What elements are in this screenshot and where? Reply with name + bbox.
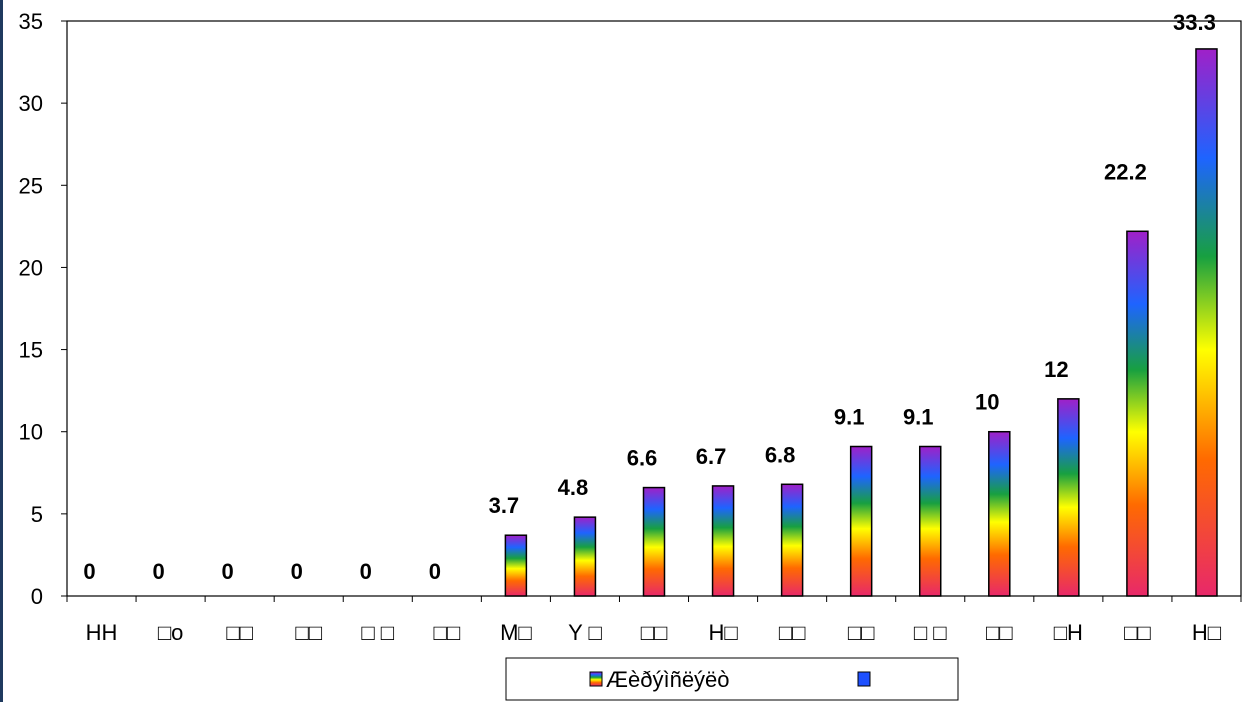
y-tick-label: 0 bbox=[31, 584, 43, 609]
bar-data-label: 6.8 bbox=[765, 442, 796, 467]
bar-data-label: 33.3 bbox=[1173, 10, 1216, 35]
legend: Æèðýìñëýëò bbox=[505, 657, 959, 701]
bar bbox=[1126, 230, 1149, 597]
x-category-label: H□ bbox=[1192, 620, 1221, 645]
y-tick-label: 35 bbox=[19, 9, 43, 34]
bar bbox=[1057, 398, 1080, 597]
bar-data-label: 0 bbox=[429, 559, 441, 584]
x-category-label: □□ bbox=[779, 620, 806, 645]
left-frame-edge bbox=[0, 0, 3, 702]
legend-swatch-series-2 bbox=[857, 671, 871, 687]
bar-data-label: 10 bbox=[975, 390, 999, 415]
y-tick-label: 10 bbox=[19, 420, 43, 445]
bar bbox=[711, 485, 735, 597]
x-category-label: Y □ bbox=[568, 620, 602, 645]
data-labels-group: 0 0 0 0 0 0 3.7 4.8 6.6 6.7 6.8 9.1 9.1 10 12 22.2 33.3 bbox=[83, 10, 1215, 584]
bar-data-label: 12 bbox=[1044, 357, 1068, 382]
x-category-label: □□ bbox=[295, 620, 322, 645]
y-tick-label: 5 bbox=[31, 502, 43, 527]
y-tick-label: 20 bbox=[19, 255, 43, 280]
bar bbox=[849, 445, 873, 597]
x-axis: HH □o □□ □□ □ □ □□ M□ Y □ □□ H□ □□ □□ □ □ □□ □H □□ H□ bbox=[66, 596, 1242, 645]
x-category-label: M□ bbox=[500, 620, 532, 645]
legend-swatch-series-1 bbox=[589, 671, 603, 687]
legend-box bbox=[505, 657, 959, 701]
y-tick-label: 25 bbox=[19, 173, 43, 198]
bar bbox=[573, 516, 597, 597]
x-category-label: H□ bbox=[708, 620, 737, 645]
x-category-label: □□ bbox=[641, 620, 668, 645]
x-category-label: □□ bbox=[226, 620, 253, 645]
bar-data-label: 9.1 bbox=[903, 405, 934, 430]
x-category-label: □□ bbox=[1124, 620, 1151, 645]
x-category-label: □ □ bbox=[361, 620, 394, 645]
x-category-label: □□ bbox=[848, 620, 875, 645]
x-category-label: □o bbox=[158, 620, 184, 645]
bar-data-label: 0 bbox=[360, 559, 372, 584]
bar bbox=[642, 486, 666, 597]
bar-data-label: 0 bbox=[222, 559, 234, 584]
x-category-label: □□ bbox=[986, 620, 1013, 645]
bar bbox=[1195, 48, 1218, 597]
bar-data-label: 6.7 bbox=[696, 444, 727, 469]
y-tick-label: 30 bbox=[19, 91, 43, 116]
bars-group bbox=[504, 48, 1218, 597]
y-axis: 0 5 10 15 20 25 30 35 bbox=[19, 9, 67, 609]
bar bbox=[988, 430, 1011, 597]
bar-data-label: 0 bbox=[291, 559, 303, 584]
x-category-label: □□ bbox=[434, 620, 461, 645]
legend-label-series-1: Æèðýìñëýëò bbox=[606, 667, 730, 692]
bar-data-label: 6.6 bbox=[627, 446, 658, 471]
bar-data-label: 0 bbox=[83, 559, 95, 584]
bar bbox=[780, 483, 804, 597]
bar bbox=[504, 534, 528, 597]
bar-data-label: 0 bbox=[152, 559, 164, 584]
bar-data-label: 9.1 bbox=[834, 405, 865, 430]
bar bbox=[918, 445, 942, 597]
x-category-label: □H bbox=[1054, 620, 1083, 645]
y-tick-label: 15 bbox=[19, 338, 43, 363]
bar-data-label: 3.7 bbox=[489, 493, 520, 518]
x-category-label: HH bbox=[86, 620, 118, 645]
x-category-label: □ □ bbox=[914, 620, 947, 645]
bar-data-label: 4.8 bbox=[558, 475, 589, 500]
bar-data-label: 22.2 bbox=[1104, 159, 1147, 184]
